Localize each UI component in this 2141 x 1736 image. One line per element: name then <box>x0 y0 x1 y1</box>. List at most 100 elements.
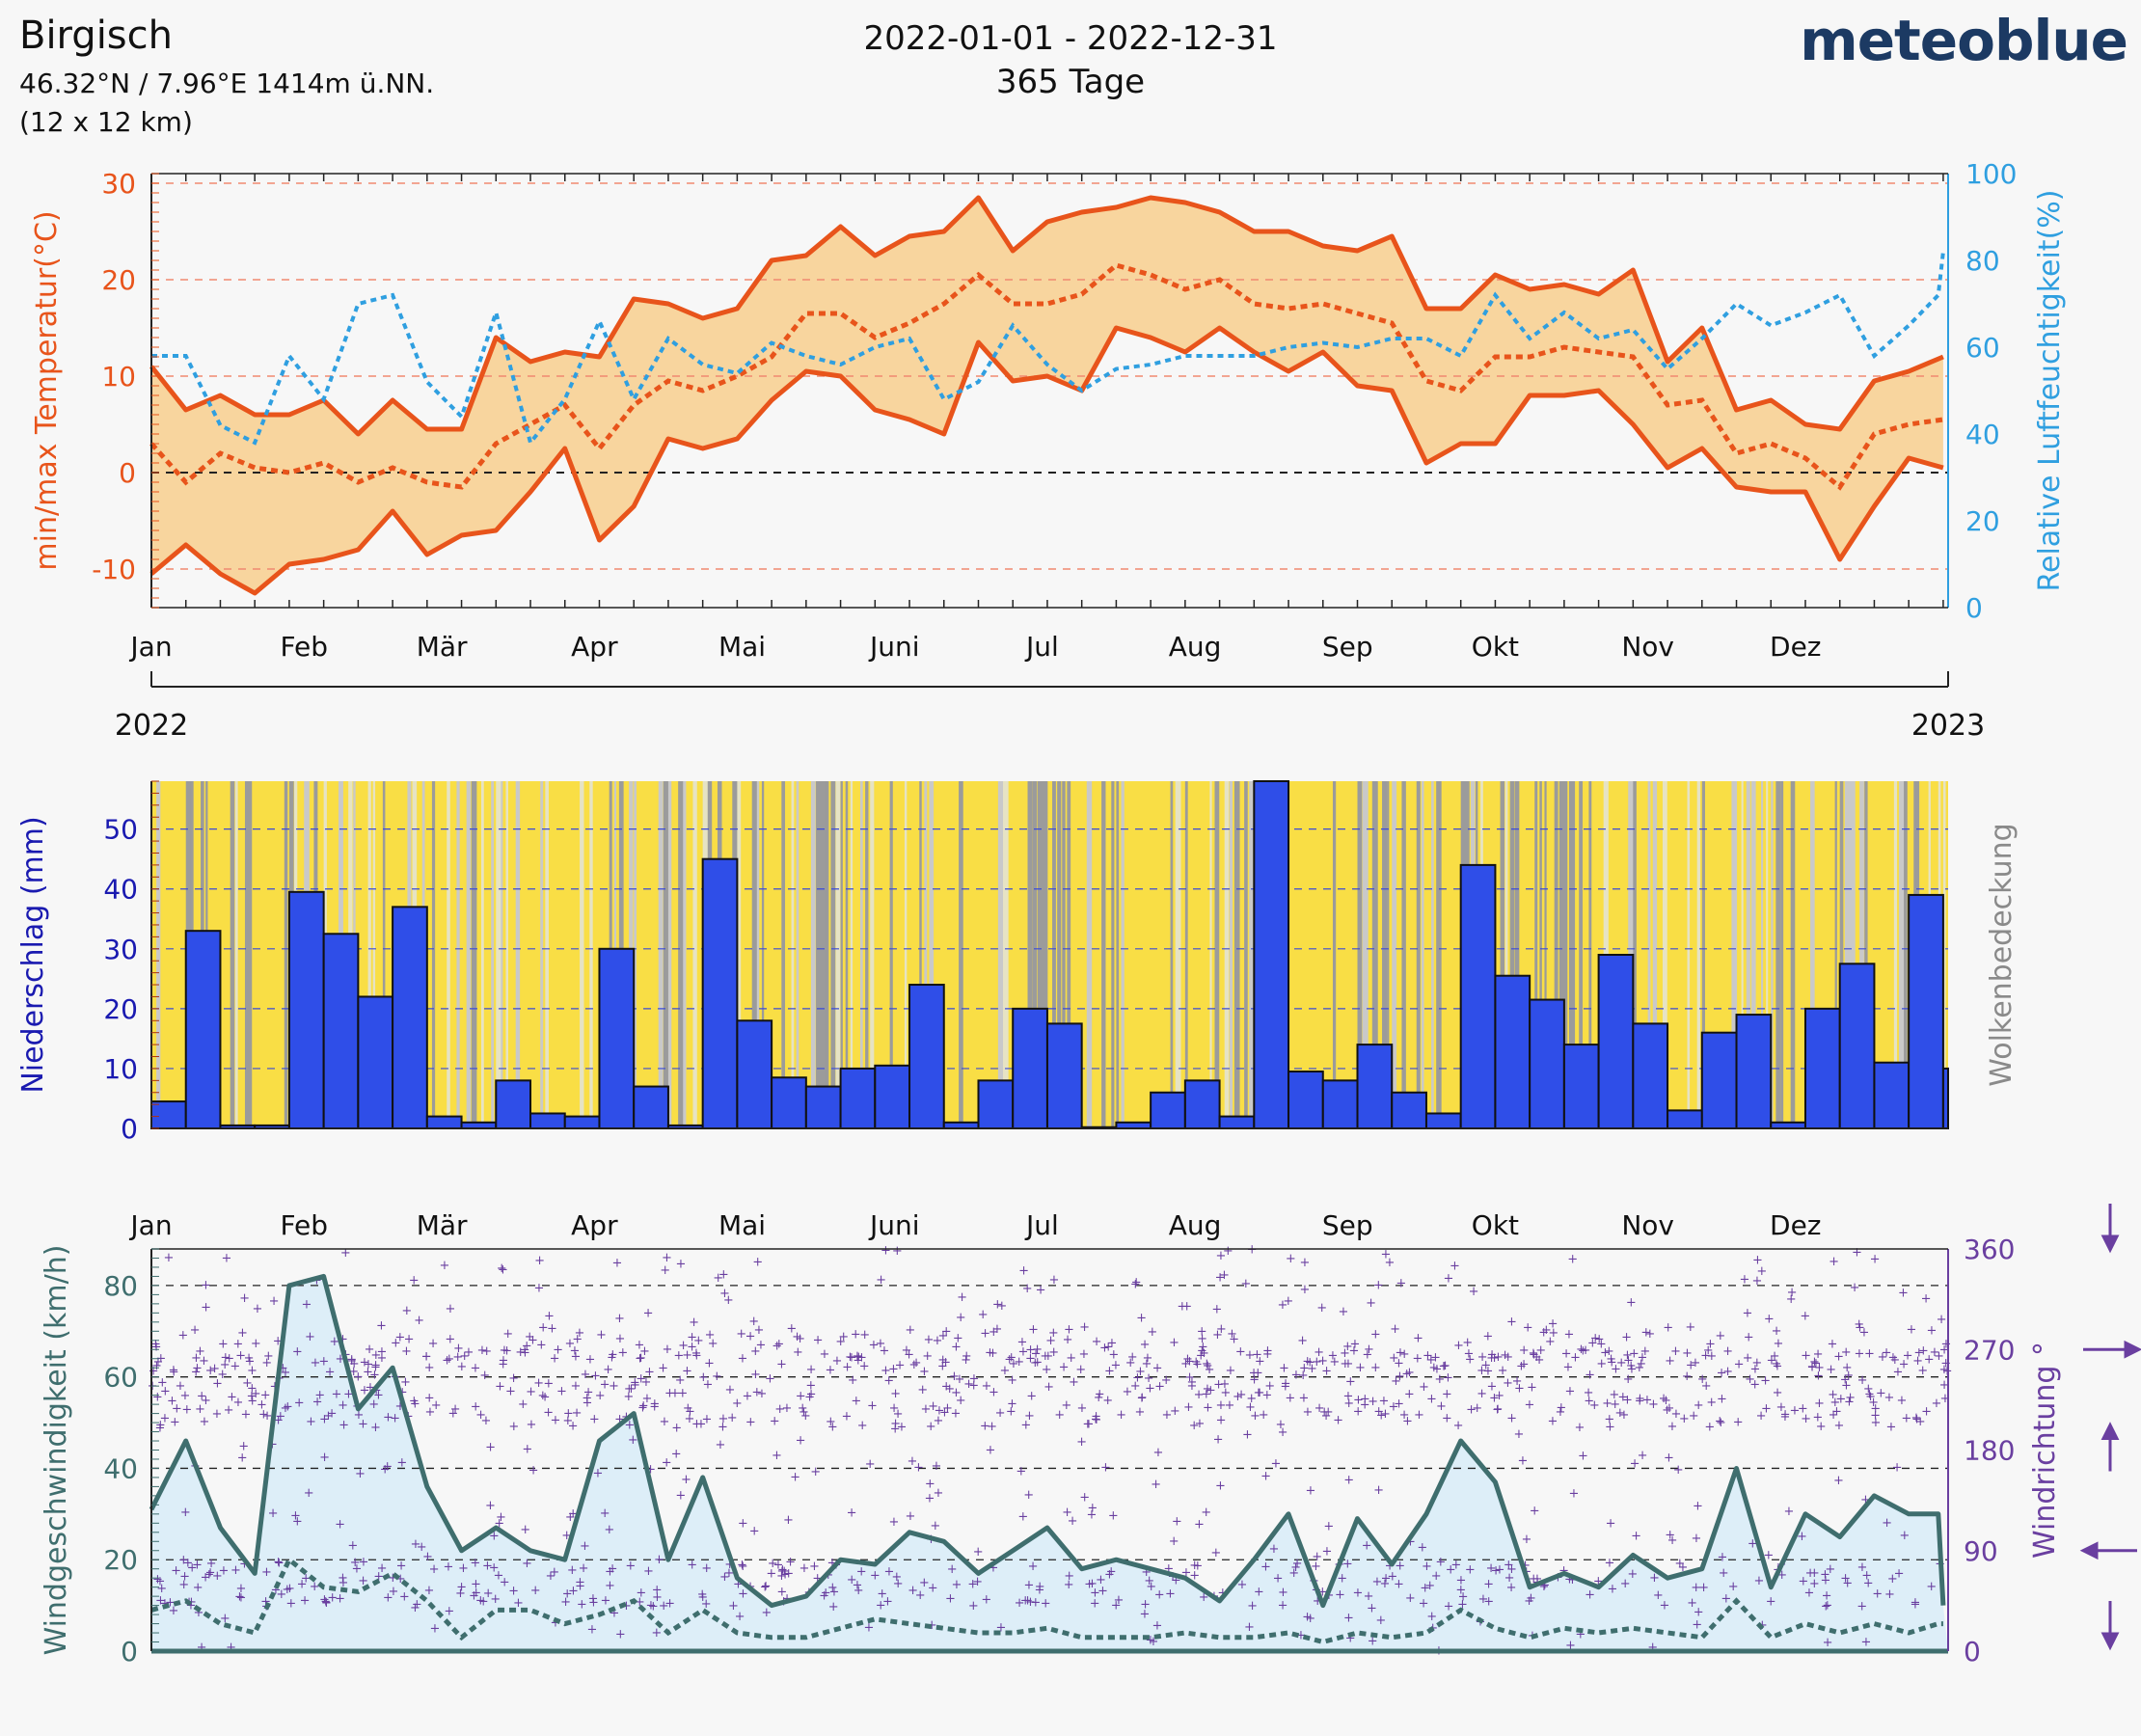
wind-direction-mark: + <box>704 1357 715 1371</box>
wind-direction-mark: + <box>1584 1386 1594 1400</box>
wind-direction-mark: + <box>600 1506 610 1521</box>
wind-direction-mark: + <box>1493 1350 1504 1365</box>
wind-direction-mark: + <box>643 1564 654 1579</box>
precipitation-bar <box>942 1121 980 1129</box>
wind-direction-mark: + <box>329 1335 339 1349</box>
wind-direction-mark: + <box>1760 1373 1771 1388</box>
wind-direction-mark: + <box>961 1353 971 1368</box>
wind-direction-mark: + <box>689 1316 699 1330</box>
wind-direction-mark: + <box>669 1387 680 1401</box>
wind-direction-mark: + <box>562 1587 573 1602</box>
wind-direction-mark: + <box>455 1587 466 1601</box>
wind-direction-mark: + <box>1024 1578 1035 1592</box>
wind-direction-mark: + <box>1529 1348 1539 1363</box>
wind-direction-mark: + <box>351 1562 362 1577</box>
wind-direction-mark: + <box>1850 1281 1860 1295</box>
wind-direction-mark: + <box>280 1401 290 1416</box>
wind-direction-mark: + <box>534 1254 545 1268</box>
wind-direction-mark: + <box>1292 1557 1303 1571</box>
wind-direction-mark: + <box>1312 1550 1322 1564</box>
wind-direction-mark: + <box>1626 1296 1637 1311</box>
temperature-tick-label: 20 <box>101 264 136 296</box>
wind-direction-mark: + <box>581 1368 591 1382</box>
wind-direction-mark: + <box>956 1311 966 1325</box>
wind-direction-mark: + <box>859 1360 870 1374</box>
wind-direction-mark: + <box>780 1568 791 1583</box>
wind-direction-mark: + <box>677 1387 688 1401</box>
wind-direction-mark: + <box>151 1359 162 1373</box>
wind-direction-mark: + <box>1631 1529 1641 1543</box>
cloud-cover-stripe <box>1579 781 1584 1128</box>
wind-direction-mark: + <box>1247 1599 1258 1614</box>
cloud-cover-stripe <box>924 781 928 1128</box>
wind-direction-mark: + <box>572 1333 583 1347</box>
wind-direction-mark: + <box>664 1597 675 1612</box>
wind-direction-mark: + <box>876 1273 886 1288</box>
wind-direction-mark: + <box>235 1349 246 1364</box>
north-wind-arrow-icon-head <box>2100 1234 2120 1254</box>
wind-direction-mark: + <box>220 1358 230 1372</box>
wind-direction-mark: + <box>790 1470 800 1484</box>
wind-direction-mark: + <box>1575 1628 1585 1642</box>
wind-direction-mark: + <box>290 1508 301 1523</box>
cloud-cover-stripe <box>1057 781 1062 1128</box>
cloud-cover-stripe <box>959 781 963 1128</box>
cloud-cover-stripe <box>1116 781 1120 1128</box>
wind-direction-mark: + <box>1494 1562 1504 1577</box>
wind-direction-mark: + <box>323 1409 334 1424</box>
precipitation-bar <box>1321 1079 1359 1130</box>
precipitation-bar <box>977 1079 1015 1130</box>
wind-direction-mark: + <box>339 1418 349 1432</box>
wind-direction-mark: + <box>901 1343 911 1358</box>
wind-direction-mark: + <box>409 1274 420 1288</box>
wind-direction-mark: + <box>168 1363 178 1377</box>
wind-direction-mark: + <box>1798 1402 1808 1417</box>
wind-direction-mark: + <box>1876 1387 1886 1401</box>
wind-direction-mark: + <box>1130 1379 1141 1394</box>
wind-direction-mark: + <box>882 1595 893 1610</box>
wind-direction-mark: + <box>167 1395 177 1409</box>
wind-direction-mark: + <box>1387 1570 1397 1585</box>
wind-direction-mark: + <box>1466 1403 1477 1418</box>
wind-direction-mark: + <box>1201 1505 1211 1520</box>
temperature-tick-label: 0 <box>119 457 136 489</box>
wind-direction-mark: + <box>1028 1323 1039 1338</box>
wind-direction-mark: + <box>1722 1365 1733 1379</box>
cloud-cover-stripe <box>1780 781 1784 1128</box>
wind-direction-mark: + <box>1197 1344 1207 1359</box>
wind-direction-mark: + <box>1487 1347 1498 1362</box>
wind-direction-mark: + <box>1217 1587 1228 1601</box>
wind-direction-mark: + <box>1131 1276 1142 1290</box>
wind-direction-mark: + <box>1596 1357 1607 1371</box>
wind-direction-mark: + <box>681 1473 691 1487</box>
wind-direction-mark: + <box>1492 1403 1503 1418</box>
cloud-cover-stripe <box>1027 781 1033 1128</box>
wind-direction-mark: + <box>152 1391 163 1405</box>
month-label: Juni <box>868 1209 920 1241</box>
month-label: Apr <box>571 631 618 663</box>
wind-direction-mark: + <box>745 1415 756 1429</box>
wind-direction-mark: + <box>335 1518 345 1533</box>
wind-direction-mark: + <box>155 1418 166 1432</box>
wind-direction-mark: + <box>1016 1464 1026 1478</box>
wind-direction-mark: + <box>325 1365 336 1379</box>
cloud-cover-stripe <box>1184 781 1188 1128</box>
wind-direction-mark: + <box>723 1293 734 1308</box>
wind-direction-mark: + <box>781 1401 792 1416</box>
wind-direction-mark: + <box>1262 1347 1273 1362</box>
wind-direction-mark: + <box>376 1319 387 1334</box>
wind-direction-mark: + <box>1503 1350 1513 1365</box>
wind-direction-mark: + <box>321 1596 332 1611</box>
wind-direction-mark: + <box>170 1416 180 1430</box>
wind-direction-mark: + <box>1335 1587 1345 1602</box>
wind-direction-mark: + <box>1340 1357 1350 1371</box>
wind-direction-mark: + <box>1812 1410 1823 1424</box>
precipitation-bar <box>1770 1121 1806 1129</box>
cloud-cover-stripe <box>540 781 544 1128</box>
wind-direction-mark: + <box>1396 1345 1406 1360</box>
wind-direction-mark: + <box>1918 1344 1929 1359</box>
cloud-cover-stripe <box>1844 781 1851 1128</box>
wind-direction-mark: + <box>779 1564 790 1579</box>
wind-direction-mark: + <box>754 1323 765 1338</box>
wind-direction-mark: + <box>876 1599 886 1614</box>
